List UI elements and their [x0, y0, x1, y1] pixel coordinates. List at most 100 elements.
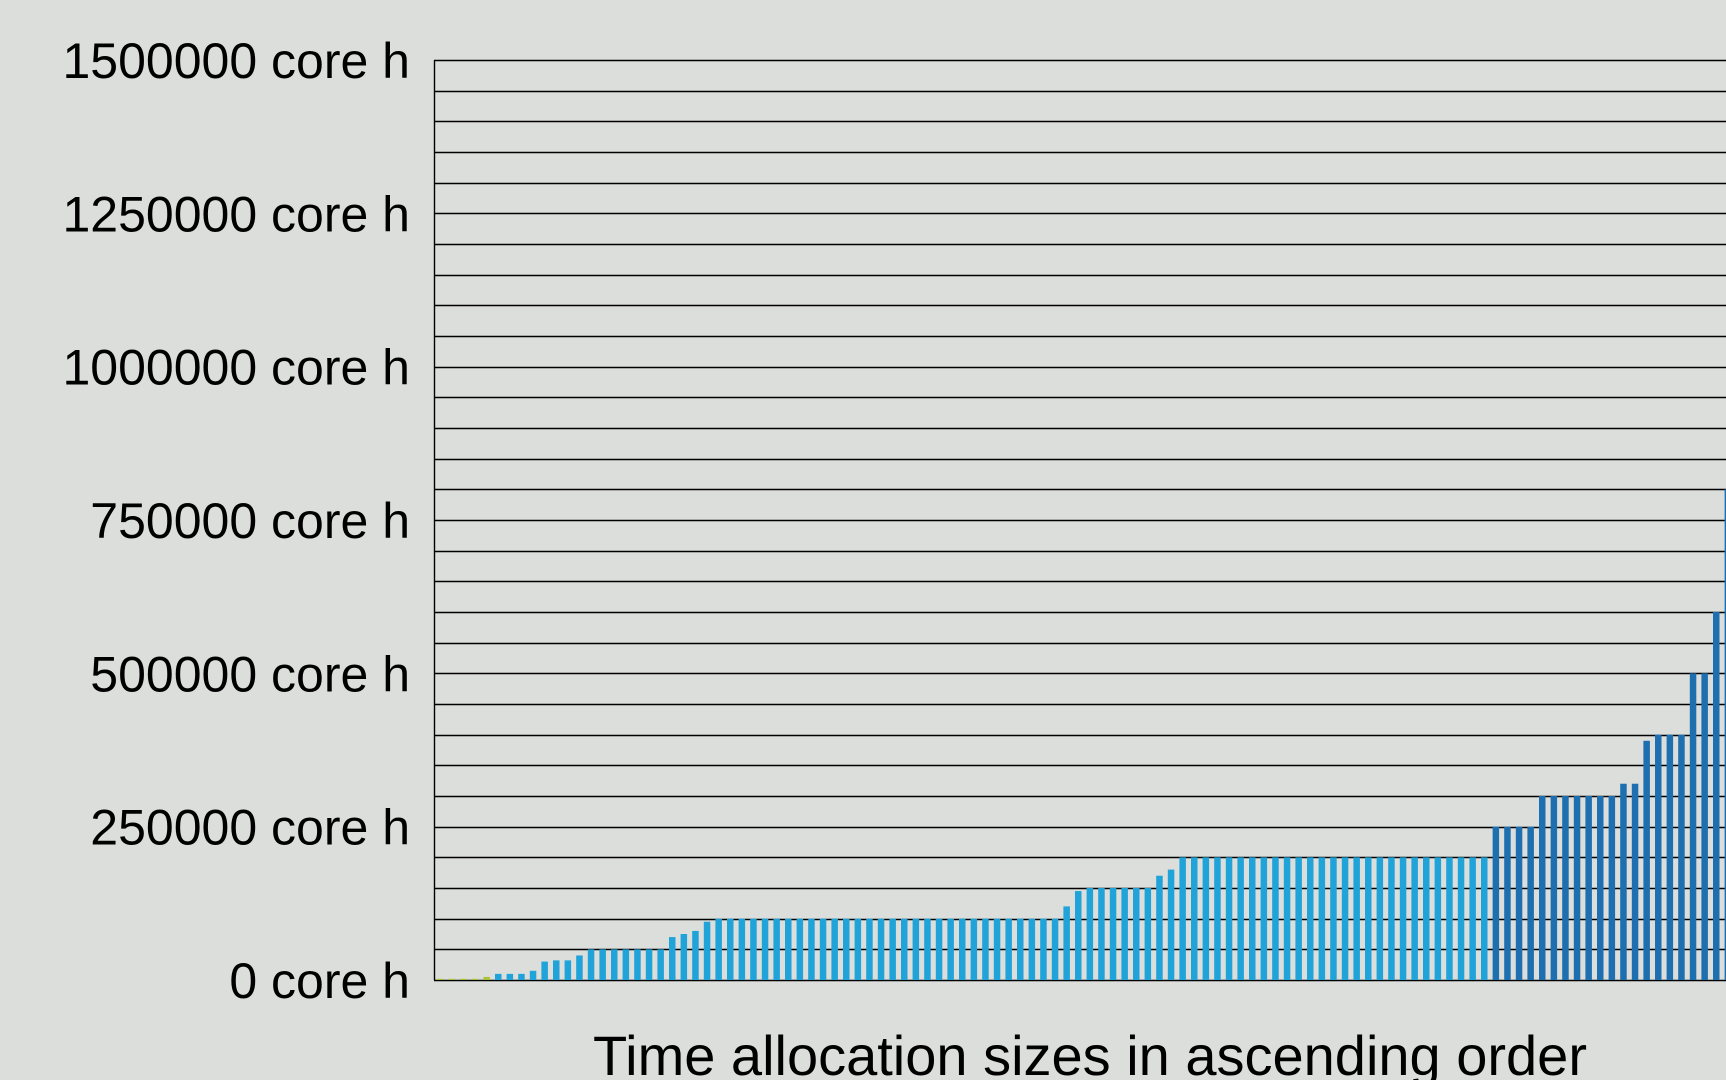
bar: [947, 918, 954, 980]
bar: [1318, 857, 1326, 980]
bar: [1527, 826, 1534, 980]
y-tick-label: 750000 core h: [90, 493, 410, 549]
bar: [1376, 857, 1384, 980]
bar: [1225, 857, 1233, 980]
bar: [680, 934, 688, 980]
bar: [1283, 857, 1291, 980]
bar: [773, 918, 780, 980]
y-axis-tick-labels: 0 core h 250000 core h 500000 core h 750000…: [62, 33, 410, 1009]
bar: [541, 961, 548, 980]
y-tick-label: 0 core h: [229, 953, 410, 1009]
bar: [1504, 826, 1511, 980]
bar: [1295, 857, 1302, 980]
bar: [785, 918, 792, 980]
bar: [819, 918, 827, 980]
bar: [1515, 826, 1523, 980]
bar: [645, 949, 653, 980]
bar: [935, 918, 943, 980]
bar: [495, 973, 502, 980]
bar: [669, 937, 676, 980]
bar: [1539, 796, 1546, 980]
bar: [1202, 857, 1210, 980]
y-tick-label: 1500000 core h: [62, 33, 410, 89]
bar: [1655, 734, 1662, 980]
bar: [982, 918, 989, 980]
y-tick-label: 500000 core h: [90, 646, 410, 702]
bar: [1423, 857, 1430, 980]
bar: [564, 960, 572, 980]
bar: [622, 949, 630, 980]
x-axis-label: Time allocation sizes in ascending order: [593, 1024, 1587, 1080]
bar: [1597, 796, 1604, 980]
bar: [1469, 857, 1476, 980]
bar: [750, 918, 757, 980]
bar: [877, 918, 885, 980]
bar: [1086, 888, 1094, 980]
bar: [843, 918, 850, 980]
bar: [808, 918, 815, 980]
bar: [1585, 796, 1592, 980]
bar: [1678, 734, 1685, 980]
y-tick-label: 1000000 core h: [62, 340, 410, 396]
bar: [924, 918, 931, 980]
bar: [901, 918, 908, 980]
bar: [1608, 796, 1616, 980]
bar-series: [437, 489, 1726, 980]
bar: [1121, 888, 1128, 980]
bar: [1040, 918, 1047, 980]
bar: [1399, 857, 1407, 980]
bar: [1214, 857, 1221, 980]
bar: [576, 955, 583, 980]
bar: [1689, 673, 1697, 980]
bar: [1724, 489, 1726, 980]
bar: [715, 918, 722, 980]
bar: [1457, 857, 1465, 980]
bar: [657, 949, 664, 980]
bar: [831, 918, 838, 980]
bar: [1249, 857, 1256, 980]
bar: [1562, 796, 1569, 980]
bar: [727, 918, 734, 980]
bar: [1446, 857, 1453, 980]
bar: [761, 918, 769, 980]
bar: [1388, 857, 1395, 980]
bar: [1017, 918, 1024, 980]
bar: [1156, 875, 1163, 980]
bar: [1341, 857, 1349, 980]
bar: [599, 949, 606, 980]
bar: [1492, 826, 1500, 980]
bar: [1144, 888, 1152, 980]
bar: [970, 918, 978, 980]
bar: [1051, 918, 1059, 980]
bar: [1075, 891, 1082, 980]
bar: [796, 918, 804, 980]
grid-lines: [433, 59, 1726, 982]
bar: [1411, 857, 1418, 980]
bar: [1063, 906, 1070, 980]
bar: [1330, 857, 1337, 980]
bar: [1701, 673, 1708, 980]
bar: [1353, 857, 1360, 980]
bar: [529, 970, 537, 980]
bar: [611, 949, 618, 980]
y-tick-label: 250000 core h: [90, 800, 410, 856]
bar: [1620, 783, 1627, 980]
bar: [460, 978, 467, 980]
bar: [1573, 796, 1581, 980]
bar: [1713, 612, 1720, 980]
bar: [738, 918, 746, 980]
bar: [1098, 888, 1105, 980]
bar: [1307, 857, 1314, 980]
bar: [1643, 740, 1650, 980]
bar: [692, 930, 699, 980]
bar: [587, 949, 595, 980]
bar: [854, 918, 862, 980]
bar: [471, 978, 479, 980]
bar: [1133, 888, 1140, 980]
bar: [993, 918, 1001, 980]
bar: [1028, 918, 1036, 980]
bar: [1272, 857, 1279, 980]
bar: [518, 973, 525, 980]
bar: [1005, 918, 1012, 980]
